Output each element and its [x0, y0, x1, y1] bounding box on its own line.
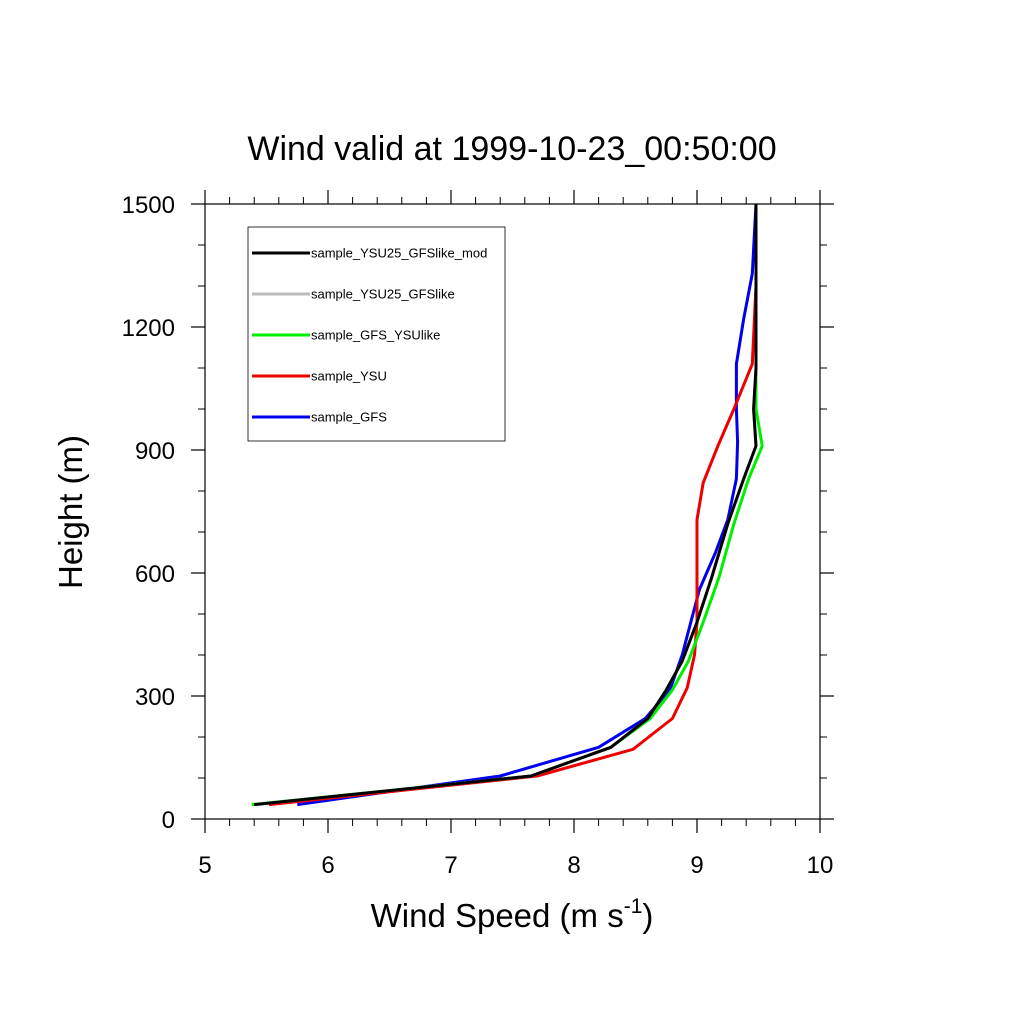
y-tick-label: 0 [162, 807, 175, 834]
x-axis-label-main: Wind Speed (m s [371, 897, 624, 934]
x-tick-label: 8 [567, 852, 580, 879]
x-axis-label: Wind Speed (m s-1) [371, 895, 654, 934]
axis-ticks [191, 190, 834, 833]
legend-label: sample_YSU [311, 369, 387, 384]
tick-labels: 5 6 7 8 9 10 0 300 600 900 1200 1500 [122, 192, 834, 879]
y-tick-label: 300 [135, 684, 175, 711]
y-tick-label: 1500 [122, 192, 175, 219]
legend-label: sample_YSU25_GFSlike [311, 287, 455, 302]
plot-frame [204, 203, 821, 820]
x-tick-label: 6 [321, 852, 334, 879]
x-tick-label: 7 [444, 852, 457, 879]
x-axis-label-close: ) [642, 897, 653, 934]
x-axis-label-superscript: -1 [624, 895, 643, 918]
series-line-sample_YSU25_GFSlike_mod [254, 204, 758, 807]
series-lines [251, 203, 764, 807]
y-tick-label: 600 [135, 561, 175, 588]
series-line-sample_GFS [297, 203, 758, 807]
x-tick-label: 5 [198, 852, 211, 879]
y-tick-label: 1200 [122, 315, 175, 342]
plot-border [204, 203, 821, 820]
chart-title: Wind valid at 1999-10-23_00:50:00 [247, 130, 776, 168]
y-tick-label: 900 [135, 438, 175, 465]
legend-label: sample_YSU25_GFSlike_mod [311, 246, 487, 261]
y-axis-label: Height (m) [52, 435, 89, 589]
series-line-sample_YSU [268, 204, 758, 807]
legend-label: sample_GFS [311, 410, 387, 425]
x-tick-label: 10 [807, 852, 834, 879]
legend: sample_YSU25_GFSlike_mod sample_YSU25_GFS… [247, 226, 506, 442]
legend-label: sample_GFS_YSUlike [311, 328, 440, 343]
x-tick-label: 9 [690, 852, 703, 879]
